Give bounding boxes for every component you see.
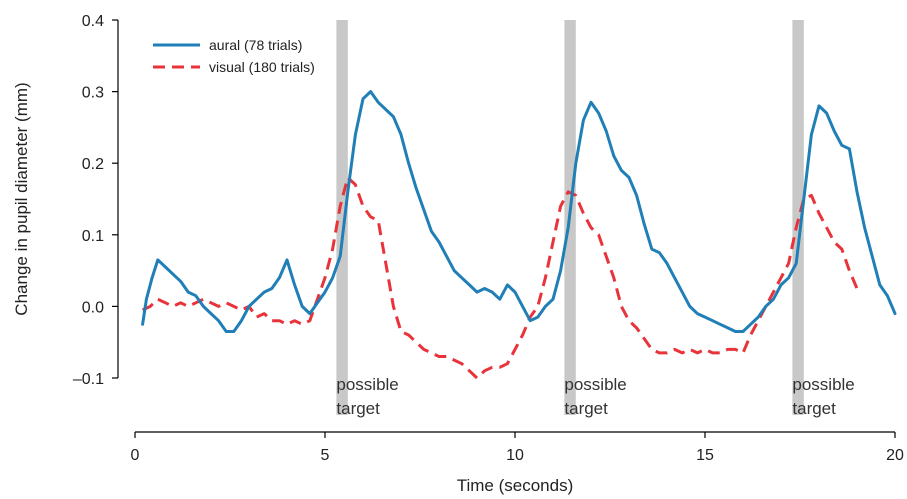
annotation-target: target	[564, 399, 608, 418]
x-tick-label: 10	[506, 447, 524, 464]
annotation-possible: possible	[336, 375, 398, 394]
y-tick-label: 0.3	[82, 85, 104, 102]
y-axis: 0.4 0.3 0.2 0.1 0.0 –0.1	[73, 13, 119, 388]
y-tick-label: 0.4	[82, 13, 104, 30]
legend-label: aural (78 trials)	[209, 37, 302, 53]
legend-label: visual (180 trials)	[209, 59, 315, 75]
y-axis-label: Change in pupil diameter (mm)	[12, 82, 31, 315]
series-line-aural	[141, 90, 897, 333]
annotation-target: target	[792, 399, 836, 418]
y-tick-label: 0.0	[82, 299, 104, 316]
y-tick-label: –0.1	[73, 371, 104, 388]
series-group	[141, 90, 897, 380]
y-tick-label: 0.1	[82, 228, 104, 245]
x-axis: 0 5 10 15 20	[131, 431, 904, 464]
target-shade-1	[336, 20, 348, 415]
x-tick-label: 15	[696, 447, 714, 464]
x-tick-label: 0	[131, 447, 140, 464]
legend: aural (78 trials) visual (180 trials)	[153, 37, 315, 75]
x-tick-label: 20	[886, 447, 904, 464]
annotation-possible: possible	[792, 375, 854, 394]
annotation-possible: possible	[564, 375, 626, 394]
y-tick-label: 0.2	[82, 156, 104, 173]
x-tick-label: 5	[321, 447, 330, 464]
annotations-group: possible target possible target possible targ…	[336, 375, 854, 418]
target-shade-3	[792, 20, 804, 415]
annotation-target: target	[336, 399, 380, 418]
series-line-visual	[141, 176, 859, 380]
x-axis-label: Time (seconds)	[457, 476, 574, 495]
